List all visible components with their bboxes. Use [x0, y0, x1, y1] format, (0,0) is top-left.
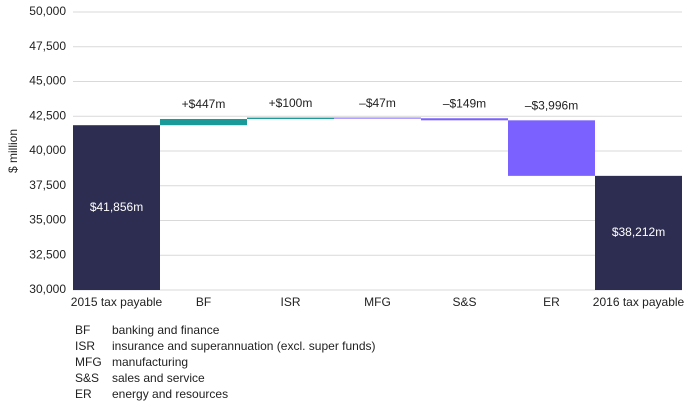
change-bar: [421, 118, 508, 121]
note-abbr: BF: [75, 323, 90, 337]
change-bar: [247, 117, 334, 119]
value-label: $41,856m: [90, 200, 143, 214]
y-tick-label: 42,500: [29, 108, 66, 122]
y-tick-label: 37,500: [29, 178, 66, 192]
note-text: energy and resources: [112, 387, 228, 401]
note-abbr: ISR: [75, 339, 95, 353]
value-label: $38,212m: [612, 225, 665, 239]
change-bar: [160, 118, 247, 126]
y-axis-label: $ million: [6, 129, 20, 173]
x-tick-label: S&S: [452, 295, 476, 309]
y-tick-label: 35,000: [29, 213, 66, 227]
y-tick-label: 30,000: [29, 282, 66, 296]
x-tick-label: BF: [196, 295, 211, 309]
note-text: manufacturing: [112, 355, 188, 369]
value-label: –$149m: [443, 96, 486, 110]
y-tick-label: 50,000: [29, 4, 66, 18]
x-tick-label: MFG: [364, 295, 391, 309]
value-label: +$447m: [182, 97, 226, 111]
value-label: +$100m: [269, 96, 313, 110]
y-tick-label: 32,500: [29, 247, 66, 261]
y-tick-label: 45,000: [29, 74, 66, 88]
value-label: –$47m: [359, 96, 396, 110]
total-bar: [73, 125, 160, 290]
note-text: insurance and superannuation (excl. supe…: [112, 339, 376, 353]
x-tick-label: 2015 tax payable: [71, 295, 163, 309]
x-tick-label: ISR: [280, 295, 300, 309]
y-tick-label: 47,500: [29, 39, 66, 53]
y-tick-label: 40,000: [29, 143, 66, 157]
note-abbr: ER: [75, 387, 92, 401]
note-abbr: MFG: [75, 355, 102, 369]
note-text: sales and service: [112, 371, 205, 385]
x-tick-label: ER: [543, 295, 560, 309]
change-bar: [334, 117, 421, 119]
note-abbr: S&S: [75, 371, 99, 385]
total-bar: [595, 175, 682, 290]
note-text: banking and finance: [112, 323, 220, 337]
change-bar: [508, 120, 595, 176]
value-label: –$3,996m: [525, 98, 578, 112]
x-tick-label: 2016 tax payable: [593, 295, 685, 309]
